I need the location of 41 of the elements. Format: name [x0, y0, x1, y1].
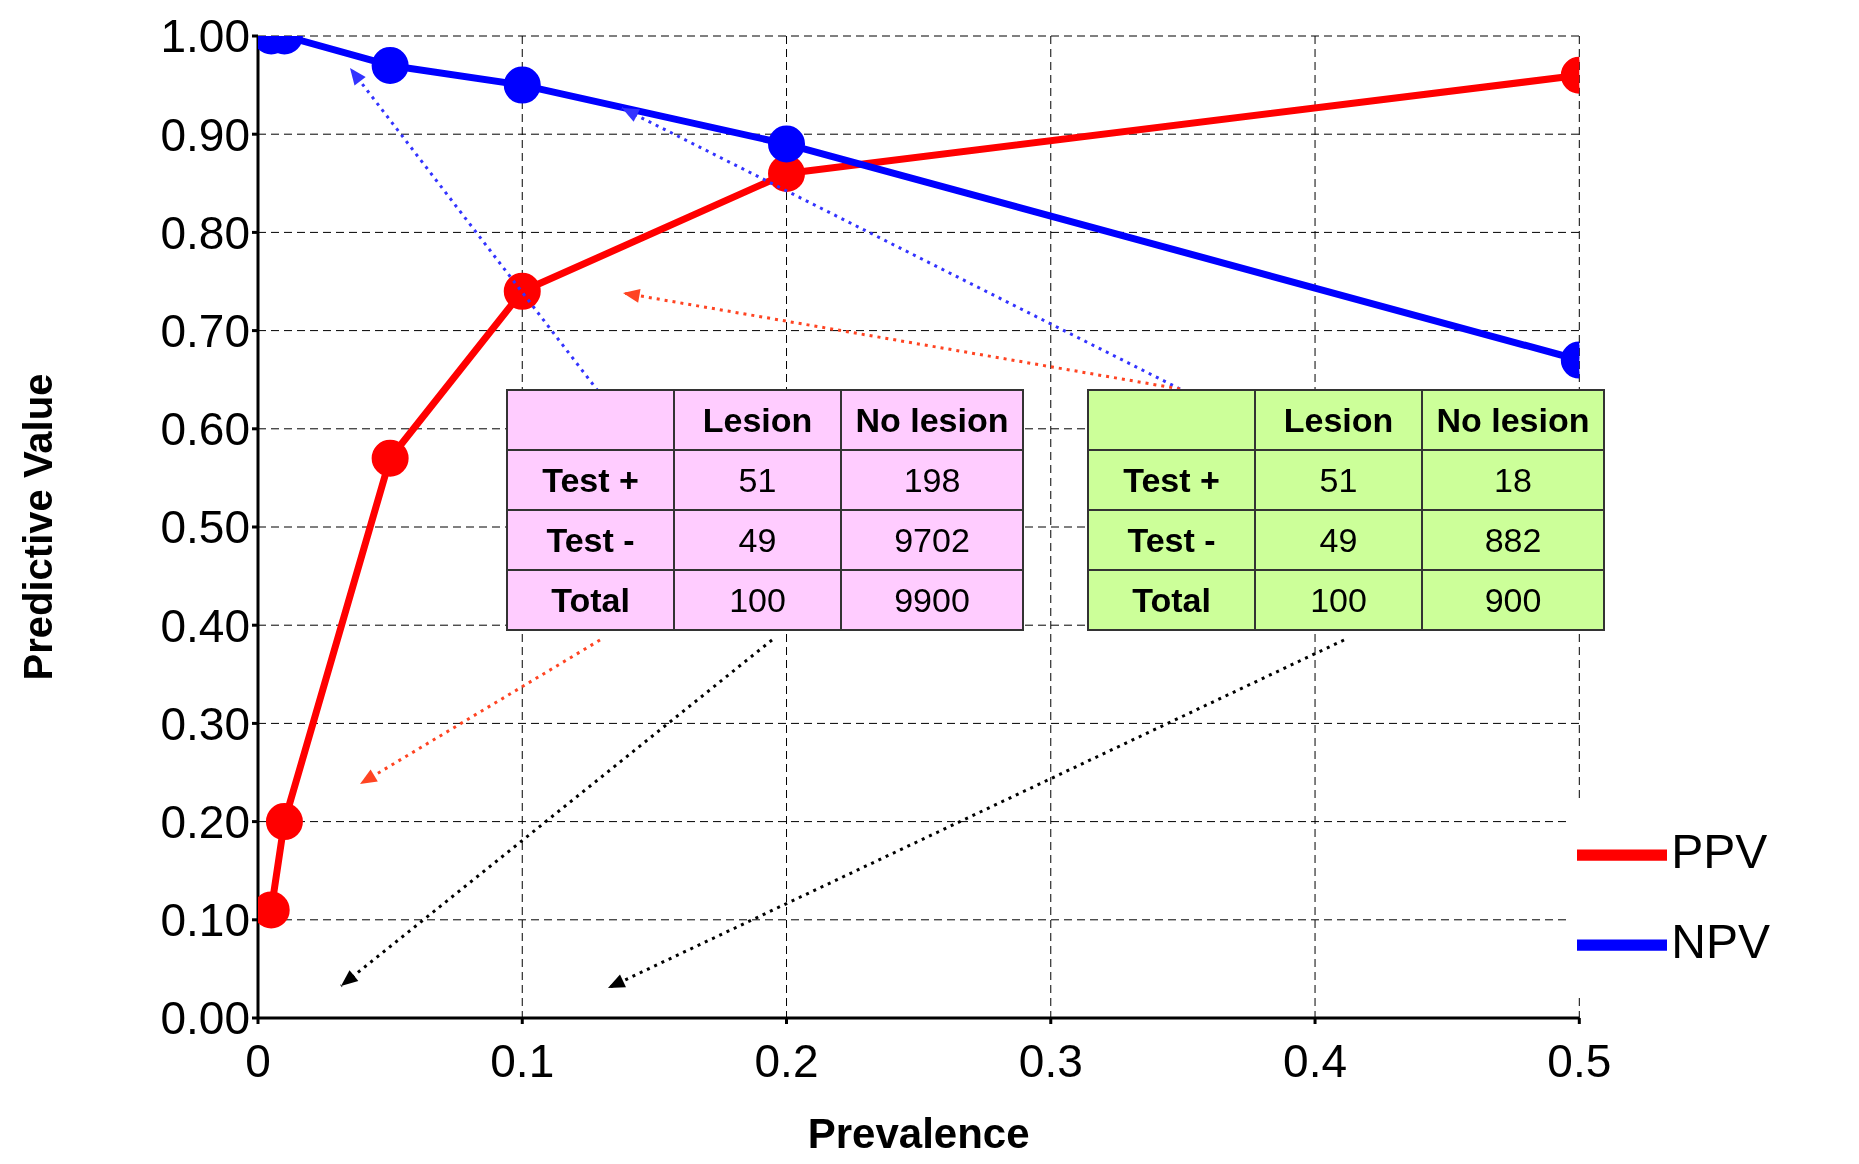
y-tick-label: 0.70 — [160, 304, 250, 357]
x-axis-title: Prevalence — [807, 1110, 1030, 1157]
annotation: 900 — [1422, 570, 1604, 630]
annotation: 882 — [1422, 510, 1604, 570]
y-tick-label: 0.20 — [160, 795, 250, 848]
annotation: 100 — [674, 570, 841, 630]
annotation: 49 — [674, 510, 841, 570]
x-tick-label: 0.4 — [1283, 1034, 1348, 1087]
y-tick-label: 0.90 — [160, 108, 250, 161]
annotation: 9702 — [841, 510, 1023, 570]
x-tick-label: 0.2 — [754, 1034, 819, 1087]
annotation: 100 — [1255, 570, 1422, 630]
annotation: 18 — [1422, 450, 1604, 510]
annotation: No lesion — [841, 390, 1023, 450]
annotation: Test + — [1088, 450, 1255, 510]
annotation: 51 — [674, 450, 841, 510]
annotation: Test - — [1088, 510, 1255, 570]
annotation: Total — [507, 570, 674, 630]
annotation: Total — [1088, 570, 1255, 630]
y-tick-label: 0.50 — [160, 501, 250, 554]
annotation: 49 — [1255, 510, 1422, 570]
annotation: Lesion — [1255, 390, 1422, 450]
x-tick-label: 0.5 — [1547, 1034, 1612, 1087]
y-axis-title: Predictive Value — [16, 373, 61, 681]
legend-label: NPV — [1671, 914, 1770, 968]
y-tick-label: 1.00 — [160, 10, 250, 63]
x-tick-label: 0.3 — [1018, 1034, 1083, 1087]
annotation: Lesion — [674, 390, 841, 450]
annotation: 51 — [1255, 450, 1422, 510]
y-tick-label: 0.80 — [160, 206, 250, 259]
annotation: No lesion — [1422, 390, 1604, 450]
annotation: Test + — [507, 450, 674, 510]
y-tick-label: 0.10 — [160, 894, 250, 947]
y-tick-label: 0.40 — [160, 599, 250, 652]
annotation: Test - — [507, 510, 674, 570]
x-tick-label: 0.1 — [490, 1034, 555, 1087]
y-tick-label: 0.30 — [160, 697, 250, 750]
annotation: 198 — [841, 450, 1023, 510]
annotation: 9900 — [841, 570, 1023, 630]
y-tick-label: 0.60 — [160, 403, 250, 456]
legend-label: PPV — [1671, 824, 1768, 878]
